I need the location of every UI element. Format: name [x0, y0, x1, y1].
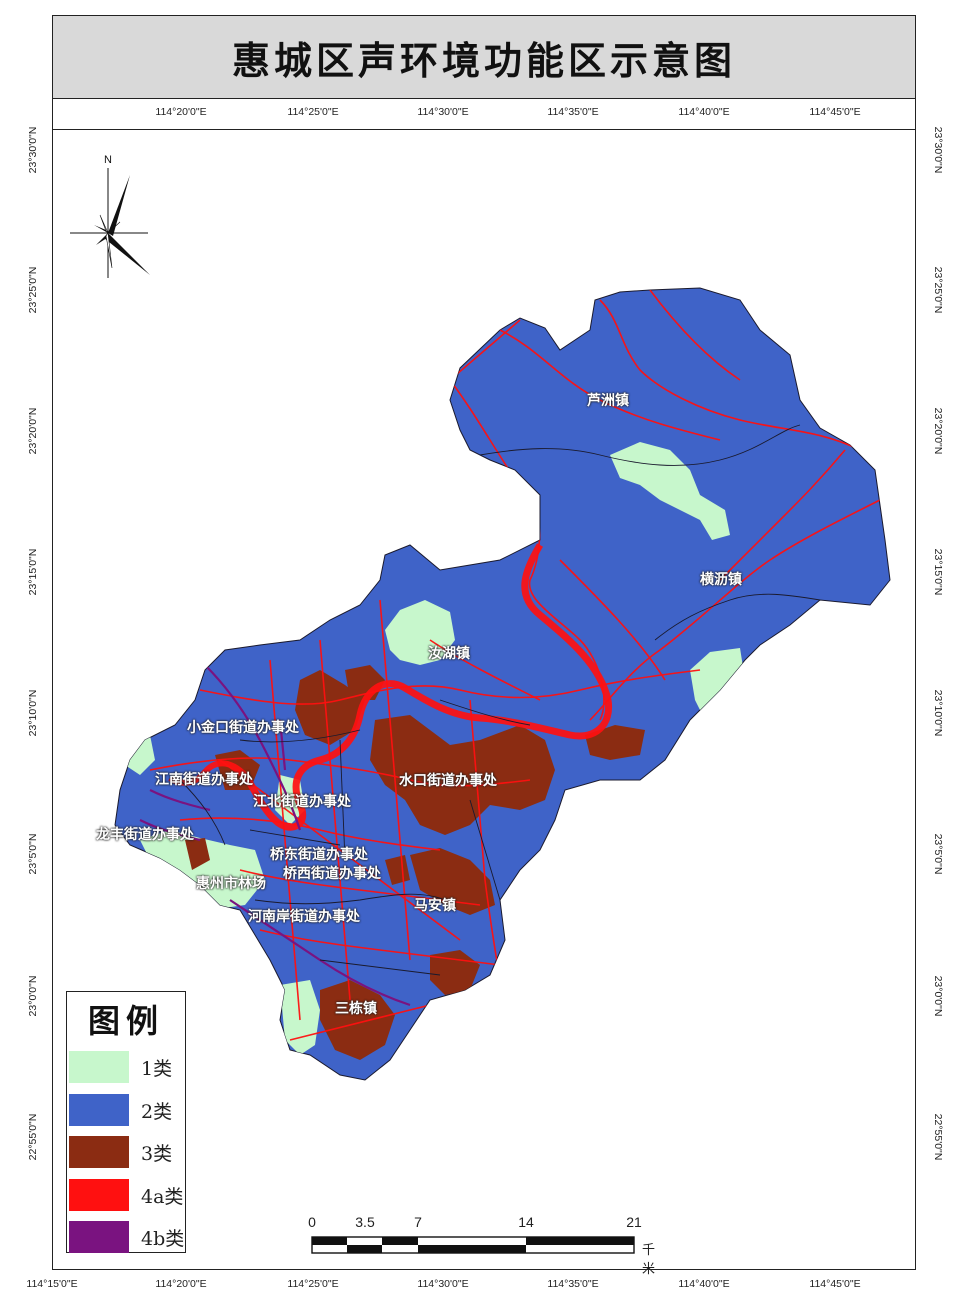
- lon-bottom-label: 114°40'0"E: [678, 1278, 730, 1290]
- class3-zone-longfeng: [185, 838, 210, 870]
- lon-bottom-label: 114°15'0"E: [26, 1278, 78, 1290]
- class4b-railways: [139, 664, 411, 1007]
- legend-swatch-class4b: [69, 1221, 129, 1253]
- place-ruhu: 汝湖镇: [428, 646, 470, 662]
- legend-swatch-class3: [69, 1136, 129, 1168]
- scale-tick: 3.5: [355, 1214, 375, 1230]
- legend-item: 4a类: [69, 1178, 185, 1212]
- scale-tick: 21: [626, 1214, 642, 1230]
- lon-bottom-label: 114°20'0"E: [155, 1278, 207, 1290]
- class1-zone-luzhou: [610, 442, 730, 540]
- place-henan: 河南岸街道办事处: [248, 909, 360, 925]
- class3-zone-east: [585, 725, 645, 760]
- legend-label: 4b类: [141, 1227, 185, 1250]
- lon-top-label: 114°40'0"E: [678, 106, 730, 118]
- scale-bar: [311, 1236, 635, 1254]
- legend-swatch-class2: [69, 1094, 129, 1126]
- map-title: 惠城区声环境功能区示意图: [231, 37, 736, 83]
- legend: 图例 1类 2类 3类 4a类 4b类: [66, 991, 186, 1253]
- legend-label: 1类: [141, 1057, 173, 1080]
- place-jiangnan: 江南街道办事处: [155, 772, 253, 788]
- class3-zone-center: [295, 670, 365, 745]
- legend-title: 图例: [87, 1002, 164, 1040]
- river-west-branch: [168, 760, 248, 786]
- lon-bottom-label: 114°45'0"E: [809, 1278, 861, 1290]
- lon-bottom-label: 114°25'0"E: [287, 1278, 339, 1290]
- legend-item: 1类: [69, 1050, 185, 1084]
- class4a-road-network: [149, 289, 881, 1041]
- town-boundaries: [179, 424, 821, 976]
- legend-swatch-class1: [69, 1051, 129, 1083]
- place-hengli: 横沥镇: [700, 572, 742, 588]
- place-longfeng: 龙丰街道办事处: [96, 827, 194, 843]
- place-shuikou: 水口街道办事处: [399, 773, 497, 789]
- class3-zone-sandong: [320, 980, 395, 1060]
- title-bar: 惠城区声环境功能区示意图: [52, 15, 916, 99]
- lon-top-label: 114°45'0"E: [809, 106, 861, 118]
- top-graticule-strip: [52, 99, 916, 130]
- legend-label: 2类: [141, 1100, 173, 1123]
- river-east-branch: [242, 543, 613, 831]
- legend-item: 3类: [69, 1135, 185, 1169]
- class1-zone-forest: [140, 830, 265, 910]
- north-arrow-label: N: [104, 154, 112, 166]
- place-xiaojinkou: 小金口街道办事处: [187, 720, 299, 736]
- place-linchang: 惠州市林场: [196, 876, 266, 892]
- legend-label: 3类: [141, 1142, 173, 1165]
- place-luzhou: 芦洲镇: [587, 393, 629, 409]
- class3-zone-shuikou: [370, 715, 555, 835]
- lon-top-label: 114°30'0"E: [417, 106, 469, 118]
- lon-top-label: 114°35'0"E: [547, 106, 599, 118]
- scale-tick: 0: [308, 1214, 316, 1230]
- lon-top-label: 114°25'0"E: [287, 106, 339, 118]
- place-qiaoxi: 桥西街道办事处: [283, 866, 381, 882]
- legend-swatch-class4a: [69, 1179, 129, 1211]
- legend-item: 2类: [69, 1093, 185, 1127]
- class3-zone-maan: [410, 848, 495, 915]
- place-sandong: 三栋镇: [335, 1001, 377, 1017]
- class1-zone-ruhu: [385, 600, 455, 665]
- legend-item: 4b类: [69, 1220, 185, 1254]
- legend-label: 4a类: [141, 1185, 184, 1208]
- place-qiaodong: 桥东街道办事处: [270, 847, 368, 863]
- lon-top-label: 114°20'0"E: [155, 106, 207, 118]
- lon-bottom-label: 114°30'0"E: [417, 1278, 469, 1290]
- place-jiangbei: 江北街道办事处: [253, 794, 351, 810]
- place-maan: 马安镇: [414, 898, 456, 914]
- scale-tick: 7: [414, 1214, 422, 1230]
- north-arrow-icon: [70, 168, 150, 278]
- district-class2-area: [114, 287, 891, 1081]
- lon-bottom-label: 114°35'0"E: [547, 1278, 599, 1290]
- scale-unit: 千米: [642, 1243, 656, 1277]
- scale-tick: 14: [518, 1214, 534, 1230]
